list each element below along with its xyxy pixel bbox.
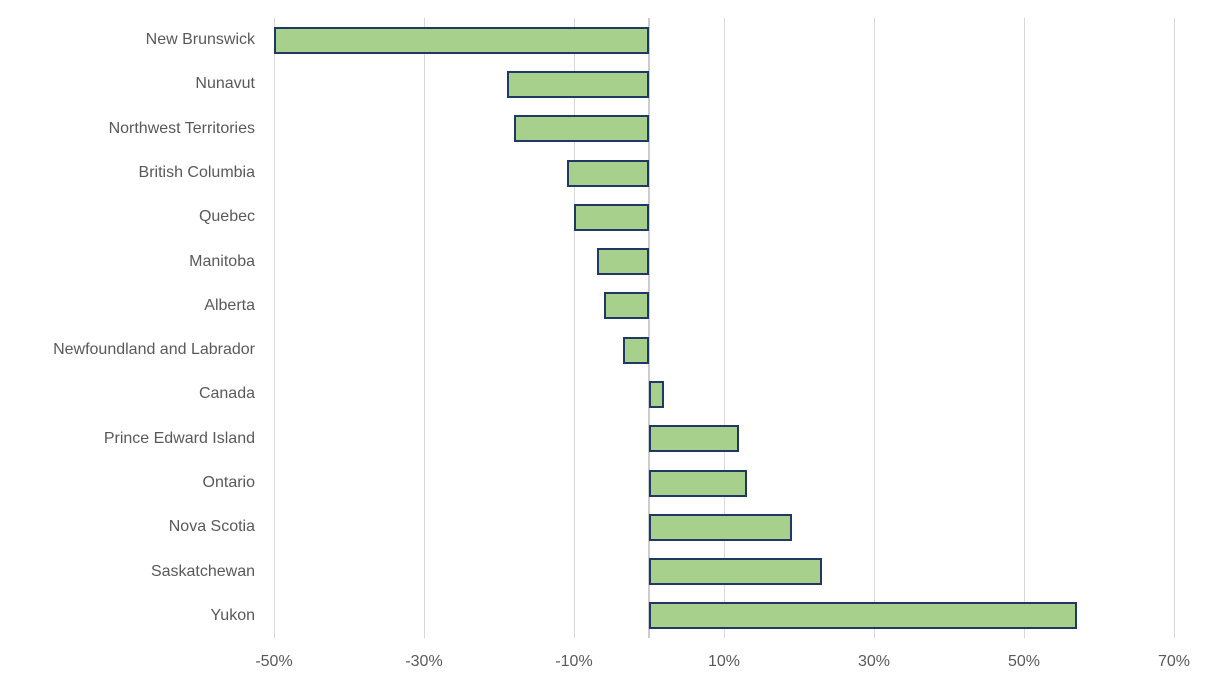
bar-saskatchewan — [649, 558, 822, 586]
category-label-quebec: Quebec — [198, 208, 255, 226]
category-label-prince-edward-island: Prince Edward Island — [103, 429, 255, 447]
bar-ontario — [649, 469, 747, 497]
gridline-30 — [873, 18, 875, 638]
gridline-10 — [723, 18, 725, 638]
gridline-50 — [1023, 18, 1025, 638]
zero-axis-line — [648, 18, 650, 638]
category-label-northwest-territories: Northwest Territories — [108, 119, 255, 137]
gridline-70 — [1173, 18, 1175, 638]
category-label-newfoundland-and-labrador: Newfoundland and Labrador — [53, 341, 255, 359]
plot-area — [273, 18, 1175, 638]
category-label-manitoba: Manitoba — [189, 252, 255, 270]
bar-new-brunswick — [274, 26, 649, 54]
category-label-ontario: Ontario — [202, 474, 255, 491]
bar-newfoundland-and-labrador — [622, 336, 649, 364]
category-label-british-columbia: British Columbia — [138, 164, 255, 181]
x-tick-label-10: 10% — [707, 653, 741, 670]
category-label-yukon: Yukon — [210, 606, 255, 624]
category-label-canada: Canada — [198, 385, 255, 403]
x-tick-label-30: 30% — [857, 653, 891, 670]
gridline--10 — [573, 18, 575, 638]
category-label-saskatchewan: Saskatchewan — [150, 562, 255, 580]
gridline--30 — [423, 18, 425, 638]
category-label-alberta: Alberta — [204, 296, 255, 314]
x-tick-label--50: -50% — [255, 653, 293, 670]
category-label-nova-scotia: Nova Scotia — [168, 518, 255, 536]
bar-british-columbia — [566, 159, 649, 187]
x-tick-label-70: 70% — [1157, 653, 1191, 670]
bar-alberta — [604, 292, 649, 320]
bar-yukon — [649, 602, 1077, 630]
x-tick-label-50: 50% — [1007, 653, 1041, 670]
bar-nova-scotia — [649, 513, 792, 541]
x-tick-label--10: -10% — [555, 653, 593, 670]
bar-prince-edward-island — [649, 425, 739, 453]
gridline--50 — [273, 18, 275, 638]
category-label-nunavut: Nunavut — [195, 75, 255, 93]
bar-canada — [649, 380, 664, 408]
category-label-new-brunswick: New Brunswick — [145, 31, 255, 49]
bar-nunavut — [506, 70, 649, 98]
bar-quebec — [574, 203, 649, 231]
bar-northwest-territories — [514, 115, 649, 143]
x-tick-label--30: -30% — [405, 653, 443, 670]
category-axis-labels: New Brunswick Nunavut Northwest Territorie… — [0, 18, 255, 638]
bar-manitoba — [596, 248, 649, 276]
